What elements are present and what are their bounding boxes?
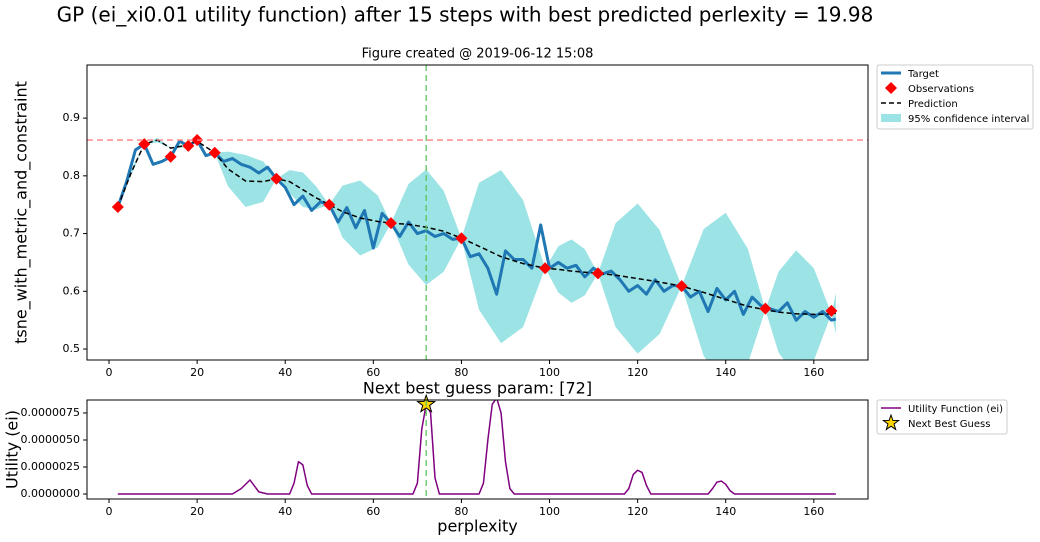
legend-label: Prediction [908, 99, 958, 110]
diamond-marker [111, 201, 124, 214]
y-tick-label: 0.8 [63, 169, 81, 182]
legend-marker [881, 413, 901, 431]
data-line [116, 138, 837, 322]
axes-frame [86, 399, 869, 500]
y-tick-label: 0.0000075 [21, 406, 81, 419]
diamond-marker [208, 146, 221, 159]
x-tick-label: 40 [278, 505, 292, 518]
diamond-marker [759, 302, 772, 315]
prediction-line [117, 139, 836, 316]
diamond-marker [182, 139, 195, 152]
x-tick-label: 80 [454, 505, 468, 518]
legend-label: Utility Function (ei) [908, 404, 1003, 415]
x-tick-label: 20 [190, 366, 204, 379]
diamond-marker [455, 232, 468, 245]
x-tick-label: 60 [366, 505, 380, 518]
diamond-marker [675, 280, 688, 293]
y-tick-label: 0.6 [63, 284, 81, 297]
diamond-marker [138, 138, 151, 151]
legend-label: Next Best Guess [908, 419, 990, 430]
legend-label: Target [907, 69, 939, 80]
x-tick-label: 100 [539, 366, 560, 379]
y-tick-label: 0.0000025 [21, 460, 81, 473]
y-tick-label: 0.7 [63, 227, 81, 240]
y-axis-label: tsne_with_metric_and_constraint [12, 81, 32, 344]
data-line [117, 400, 836, 495]
y-tick-label: 0.9 [63, 111, 81, 124]
x-tick-label: 160 [803, 366, 824, 379]
x-tick-label: 60 [366, 366, 380, 379]
x-tick-label: 0 [106, 366, 113, 379]
x-tick-label: 120 [627, 505, 648, 518]
diamond-marker [539, 262, 552, 275]
legend-box [876, 399, 1008, 435]
diamond-marker [270, 172, 283, 185]
y-tick-label: 0.0000000 [21, 487, 81, 500]
diamond-marker [825, 304, 838, 317]
legend-box [876, 64, 1034, 130]
x-tick-label: 120 [627, 366, 648, 379]
axes-title: Figure created @ 2019-06-12 15:08 [362, 47, 594, 62]
legend-label: 95% confidence interval [908, 114, 1029, 125]
axes-frame [86, 64, 869, 361]
figure-title: GP (ei_xi0.01 utility function) after 15… [57, 3, 874, 27]
y-axis-label: Utility (ei) [3, 410, 22, 489]
x-axis-label: perplexity [437, 517, 517, 536]
y-tick-label: 0.5 [63, 342, 81, 355]
x-tick-label: 100 [539, 505, 560, 518]
x-tick-label: 140 [715, 505, 736, 518]
diamond-marker [164, 150, 177, 163]
diamond-marker [384, 217, 397, 230]
legend-marker [885, 82, 897, 94]
legend-swatch [881, 114, 901, 122]
x-tick-label: 20 [190, 505, 204, 518]
x-tick-label: 40 [278, 366, 292, 379]
diamond-marker [323, 198, 336, 211]
x-tick-label: 140 [715, 366, 736, 379]
confidence-band [117, 137, 836, 360]
diamond-marker [591, 267, 604, 280]
legend-label: Observations [908, 84, 974, 95]
x-tick-label: 160 [803, 505, 824, 518]
axes-title: Next best guess param: [72] [363, 379, 592, 398]
x-tick-label: 80 [454, 366, 468, 379]
y-tick-label: 0.0000050 [21, 433, 81, 446]
x-tick-label: 0 [106, 505, 113, 518]
